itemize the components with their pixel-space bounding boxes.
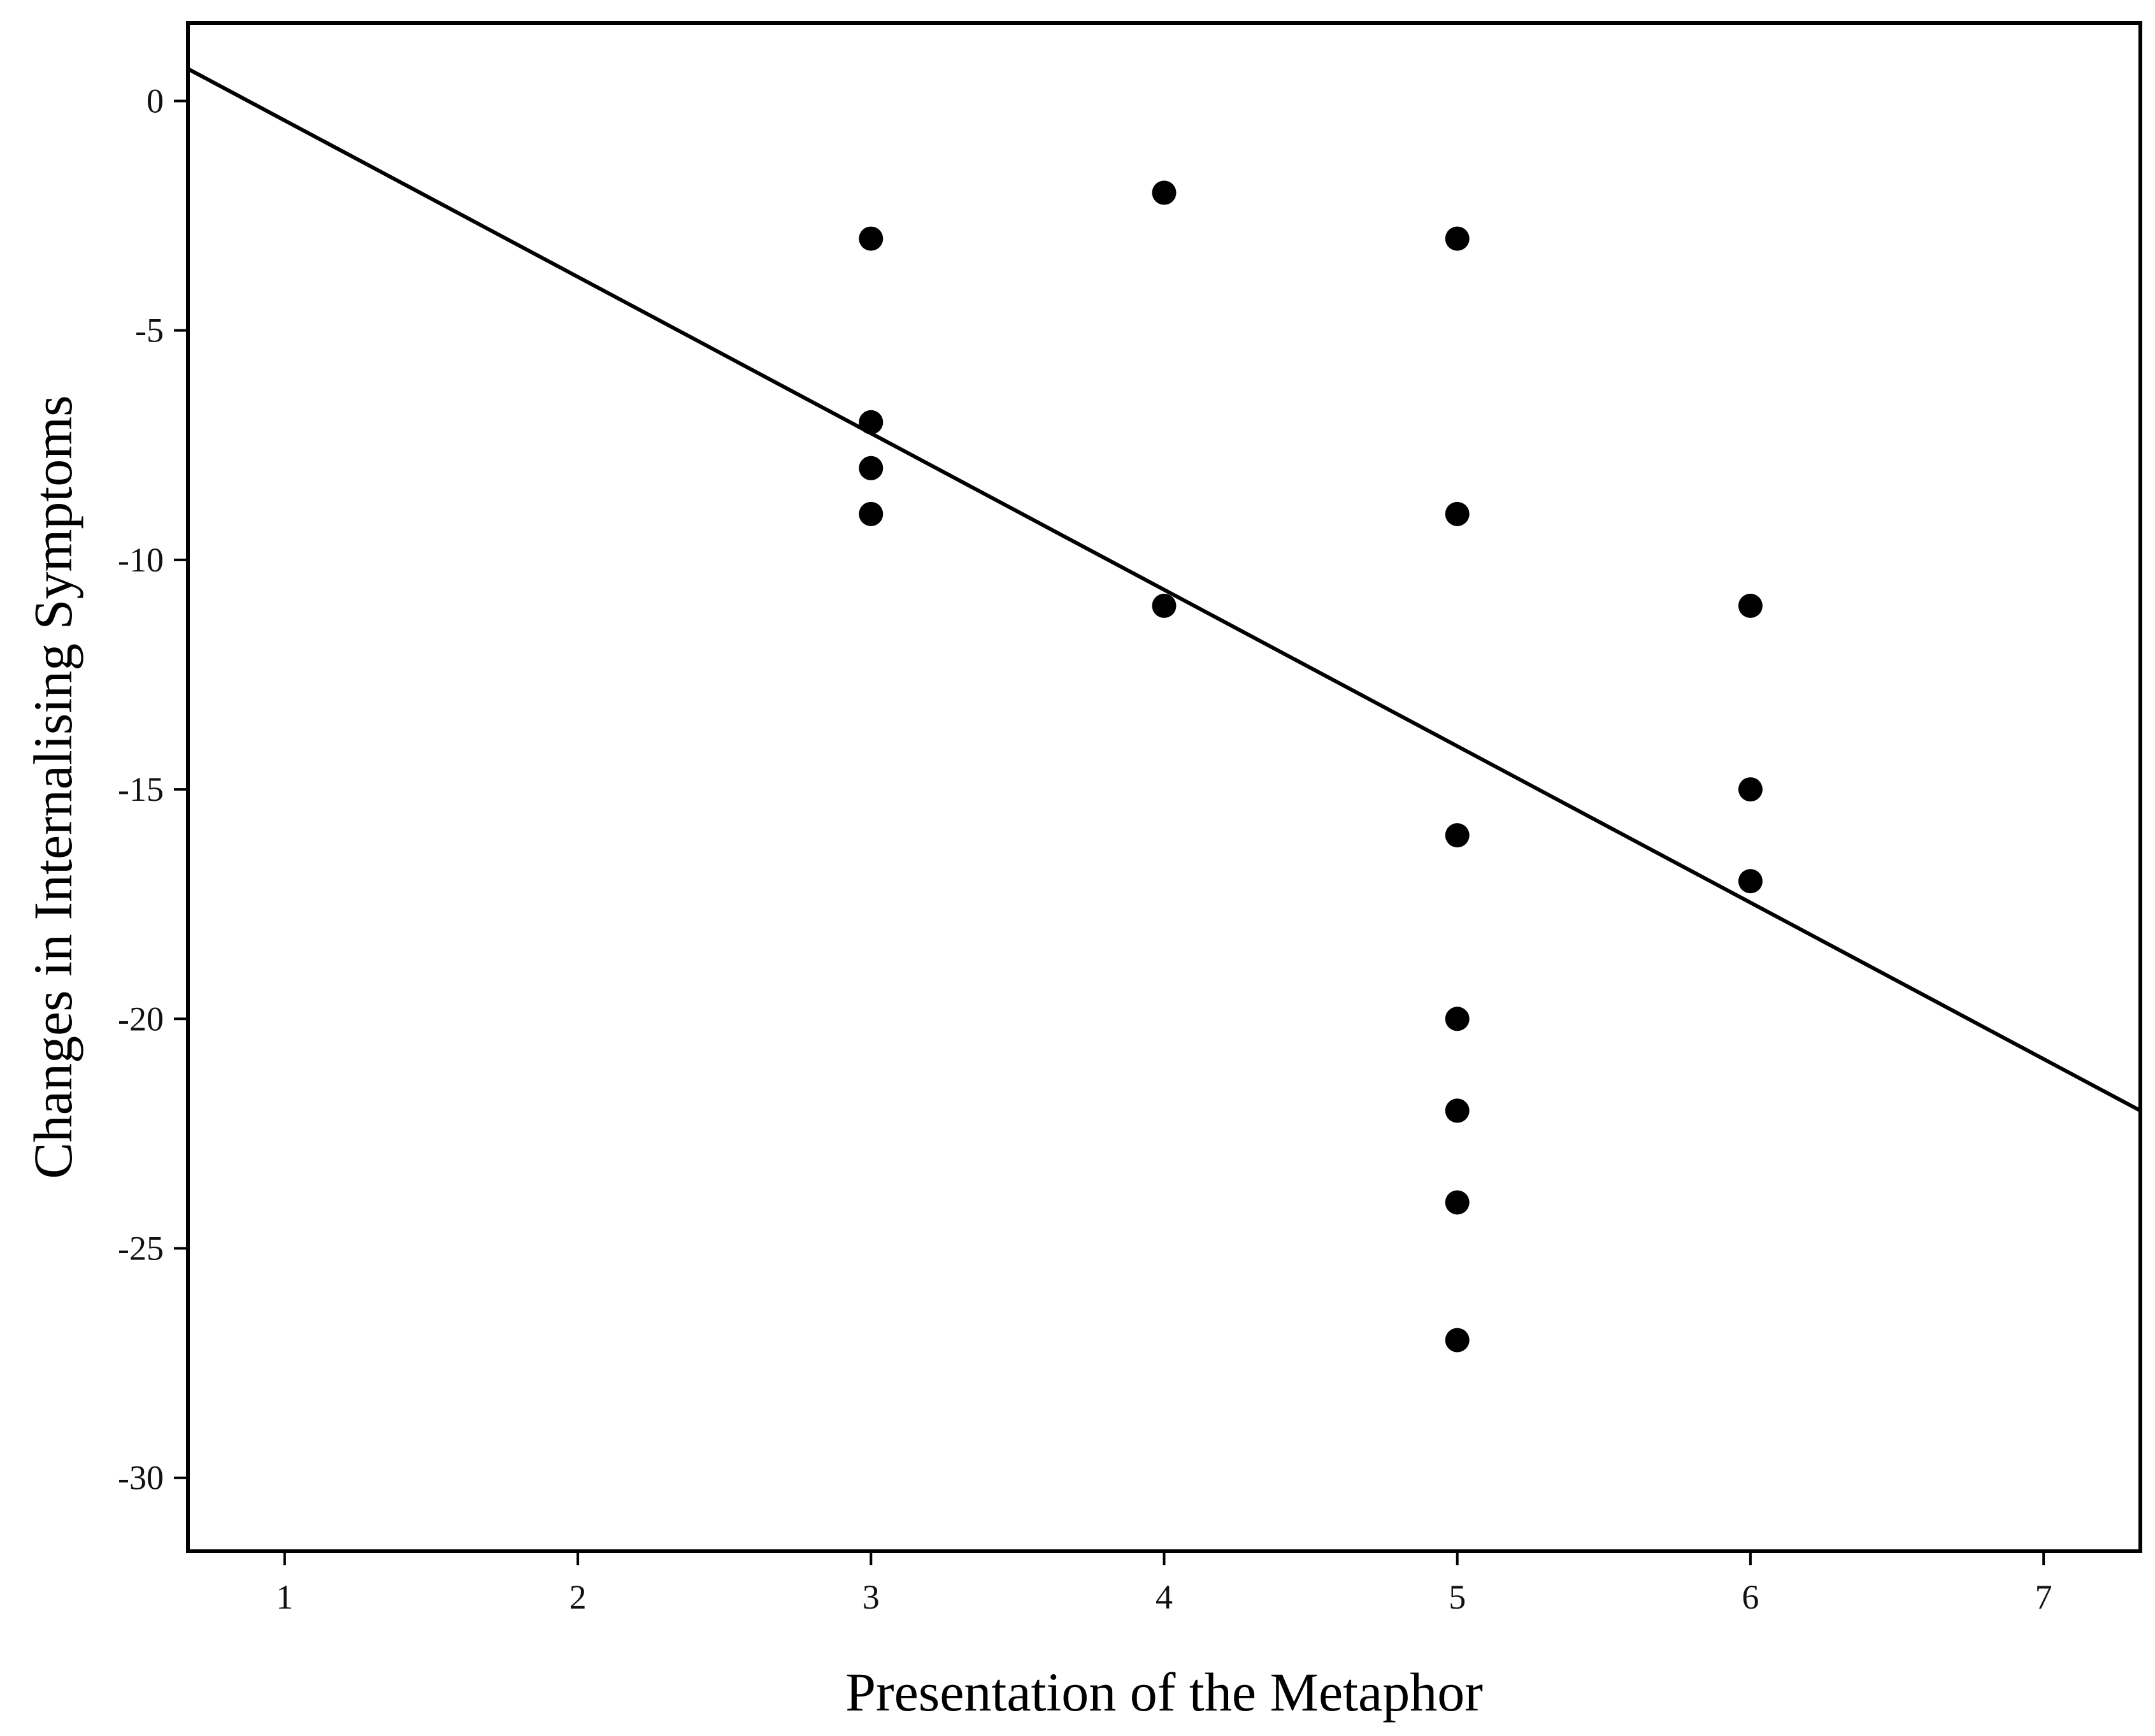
data-points (859, 180, 1763, 1352)
x-tick-label: 7 (2035, 1578, 2052, 1616)
data-point (1445, 1328, 1470, 1352)
data-point (1445, 1098, 1470, 1123)
x-tick-label: 4 (1156, 1578, 1173, 1616)
data-point (1738, 593, 1763, 618)
y-tick-label: -15 (118, 770, 164, 808)
x-tick-label: 6 (1742, 1578, 1759, 1616)
y-tick-label: -30 (118, 1459, 164, 1497)
data-point (1445, 1190, 1470, 1215)
x-axis-ticks: 1 2 3 4 5 6 7 (276, 1551, 2052, 1616)
data-point (1445, 1007, 1470, 1031)
regression-line (187, 67, 2142, 1113)
data-point (1152, 180, 1177, 205)
data-point (859, 410, 884, 434)
y-tick-label: 0 (147, 82, 164, 120)
data-point (1445, 226, 1470, 251)
x-tick-label: 3 (863, 1578, 880, 1616)
regression-line-layer (187, 67, 2142, 1113)
y-tick-label: -25 (118, 1230, 164, 1268)
data-point (1738, 777, 1763, 802)
y-tick-label: -10 (118, 541, 164, 579)
x-axis-title: Presentation of the Metaphor (845, 1661, 1483, 1723)
y-axis-title: Changes in Internalising Symptoms (22, 395, 83, 1179)
y-tick-label: -5 (135, 312, 164, 350)
data-point (859, 501, 884, 526)
data-point (1738, 869, 1763, 894)
plot-frame (186, 21, 2142, 1553)
y-tick-label: -20 (118, 1000, 164, 1038)
data-point (859, 456, 884, 480)
x-tick-label: 5 (1449, 1578, 1466, 1616)
x-tick-label: 2 (569, 1578, 587, 1616)
data-point (1445, 823, 1470, 848)
data-point (1445, 501, 1470, 526)
data-point (859, 226, 884, 251)
y-axis-ticks: 0 -5 -10 -15 -20 -25 -30 (118, 82, 188, 1497)
x-tick-label: 1 (276, 1578, 293, 1616)
data-point (1152, 593, 1177, 618)
